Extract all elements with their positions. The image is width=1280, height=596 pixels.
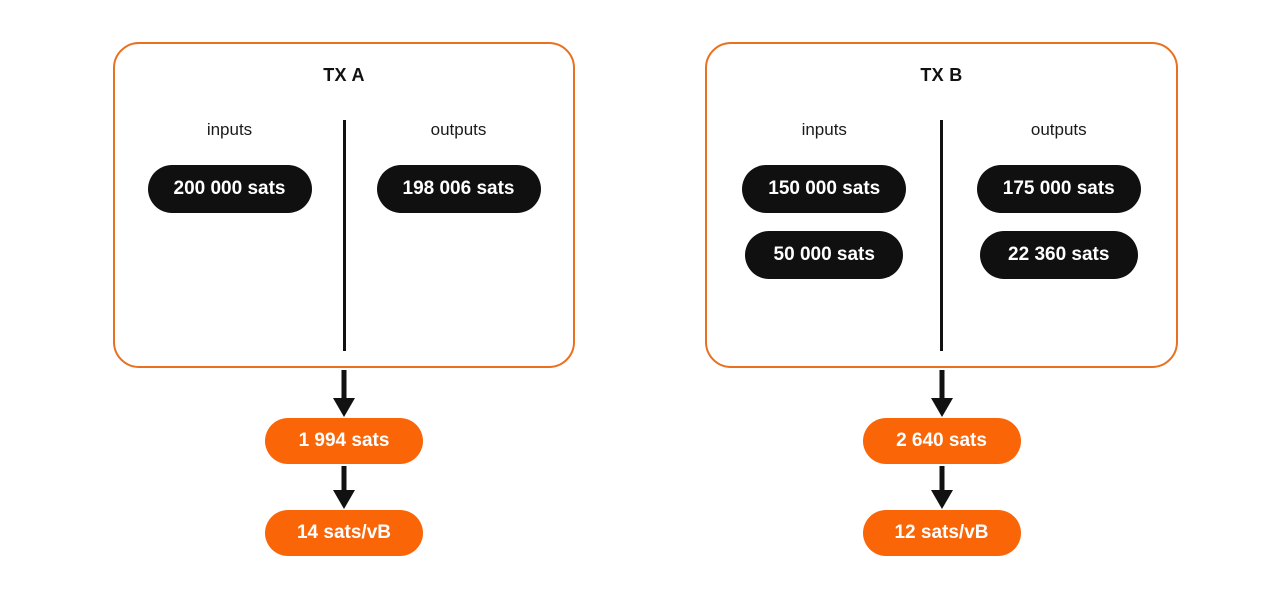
- output-amount-pill: 198 006 sats: [376, 165, 541, 213]
- tx-b-column: TX B inputs 150 000 sats 50 000 sats out…: [705, 42, 1178, 556]
- outputs-label: outputs: [430, 120, 487, 139]
- transactions-row: TX A inputs 200 000 sats outputs 198 006…: [113, 42, 1178, 556]
- fee-pill: 1 994 sats: [265, 418, 423, 464]
- fee-rate-pill: 14 sats/vB: [265, 510, 423, 556]
- tx-b-outputs-column: outputs 175 000 sats 22 360 sats: [942, 120, 1177, 279]
- tx-divider-line: [342, 120, 346, 351]
- down-arrow-icon: [333, 370, 355, 417]
- inputs-pill-list: 200 000 sats: [147, 165, 312, 213]
- output-amount-pill: 22 360 sats: [979, 231, 1138, 279]
- tx-a-column: TX A inputs 200 000 sats outputs 198 006…: [113, 42, 575, 556]
- inputs-pill-list: 150 000 sats 50 000 sats: [742, 165, 907, 279]
- fee-rate-pill: 12 sats/vB: [862, 510, 1021, 556]
- output-amount-pill: 175 000 sats: [976, 165, 1141, 213]
- tx-a-card: TX A inputs 200 000 sats outputs 198 006…: [113, 42, 575, 368]
- down-arrow-icon: [930, 466, 953, 509]
- tx-a-outputs-column: outputs 198 006 sats: [344, 120, 573, 213]
- down-arrow-icon: [930, 370, 953, 417]
- outputs-label: outputs: [1030, 120, 1087, 139]
- tx-a-io-row: inputs 200 000 sats outputs 198 006 sats: [115, 120, 573, 213]
- fee-pill: 2 640 sats: [862, 418, 1021, 464]
- inputs-label: inputs: [206, 120, 253, 139]
- tx-b-inputs-column: inputs 150 000 sats 50 000 sats: [707, 120, 942, 279]
- tx-b-card: TX B inputs 150 000 sats 50 000 sats out…: [705, 42, 1178, 368]
- tx-title: TX B: [920, 65, 963, 85]
- tx-title: TX A: [323, 65, 365, 85]
- outputs-pill-list: 175 000 sats 22 360 sats: [976, 165, 1141, 279]
- tx-b-io-row: inputs 150 000 sats 50 000 sats outputs …: [707, 120, 1176, 279]
- input-amount-pill: 50 000 sats: [745, 231, 904, 279]
- input-amount-pill: 200 000 sats: [147, 165, 312, 213]
- input-amount-pill: 150 000 sats: [742, 165, 907, 213]
- outputs-pill-list: 198 006 sats: [376, 165, 541, 213]
- tx-divider-line: [940, 120, 943, 351]
- inputs-label: inputs: [801, 120, 847, 139]
- tx-a-inputs-column: inputs 200 000 sats: [115, 120, 344, 213]
- down-arrow-icon: [333, 466, 355, 509]
